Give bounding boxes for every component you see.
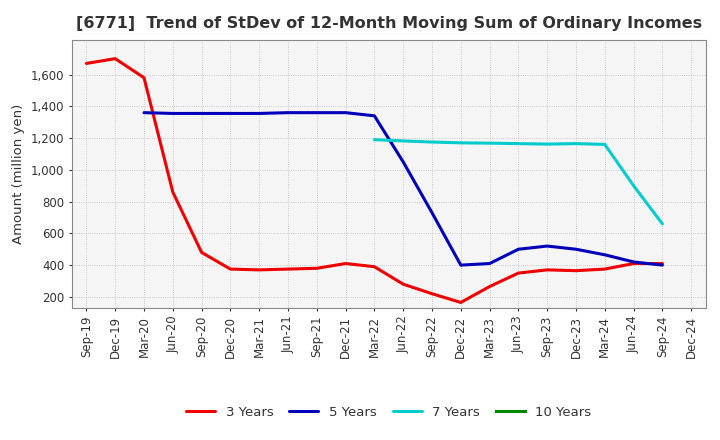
5 Years [197,111,206,116]
3 Years [255,267,264,272]
5 Years [255,111,264,116]
Y-axis label: Amount (million yen): Amount (million yen) [12,104,25,244]
3 Years [111,56,120,61]
3 Years [629,261,638,266]
3 Years [197,250,206,255]
7 Years [428,139,436,145]
Line: 5 Years: 5 Years [144,113,662,265]
5 Years [600,252,609,257]
7 Years [370,137,379,142]
7 Years [514,141,523,146]
7 Years [572,141,580,146]
5 Years [284,110,292,115]
3 Years [572,268,580,273]
7 Years [399,138,408,143]
3 Years [543,267,552,272]
5 Years [226,111,235,116]
5 Years [428,210,436,215]
3 Years [226,267,235,272]
Line: 3 Years: 3 Years [86,59,662,302]
5 Years [456,263,465,268]
5 Years [485,261,494,266]
3 Years [485,284,494,289]
5 Years [543,243,552,249]
3 Years [428,291,436,297]
3 Years [140,75,148,81]
Legend: 3 Years, 5 Years, 7 Years, 10 Years: 3 Years, 5 Years, 7 Years, 10 Years [181,400,597,424]
5 Years [370,113,379,118]
5 Years [629,259,638,264]
5 Years [572,246,580,252]
7 Years [629,183,638,188]
5 Years [514,246,523,252]
3 Years [82,61,91,66]
5 Years [399,159,408,165]
3 Years [341,261,350,266]
7 Years [543,142,552,147]
3 Years [168,190,177,195]
3 Years [284,267,292,272]
7 Years [600,142,609,147]
5 Years [140,110,148,115]
3 Years [658,261,667,266]
7 Years [658,221,667,227]
3 Years [312,266,321,271]
5 Years [168,111,177,116]
7 Years [456,140,465,146]
3 Years [514,271,523,276]
3 Years [456,300,465,305]
3 Years [399,282,408,287]
5 Years [312,110,321,115]
5 Years [341,110,350,115]
3 Years [370,264,379,269]
5 Years [658,263,667,268]
Title: [6771]  Trend of StDev of 12-Month Moving Sum of Ordinary Incomes: [6771] Trend of StDev of 12-Month Moving… [76,16,702,32]
7 Years [485,140,494,146]
3 Years [600,267,609,272]
Line: 7 Years: 7 Years [374,139,662,224]
